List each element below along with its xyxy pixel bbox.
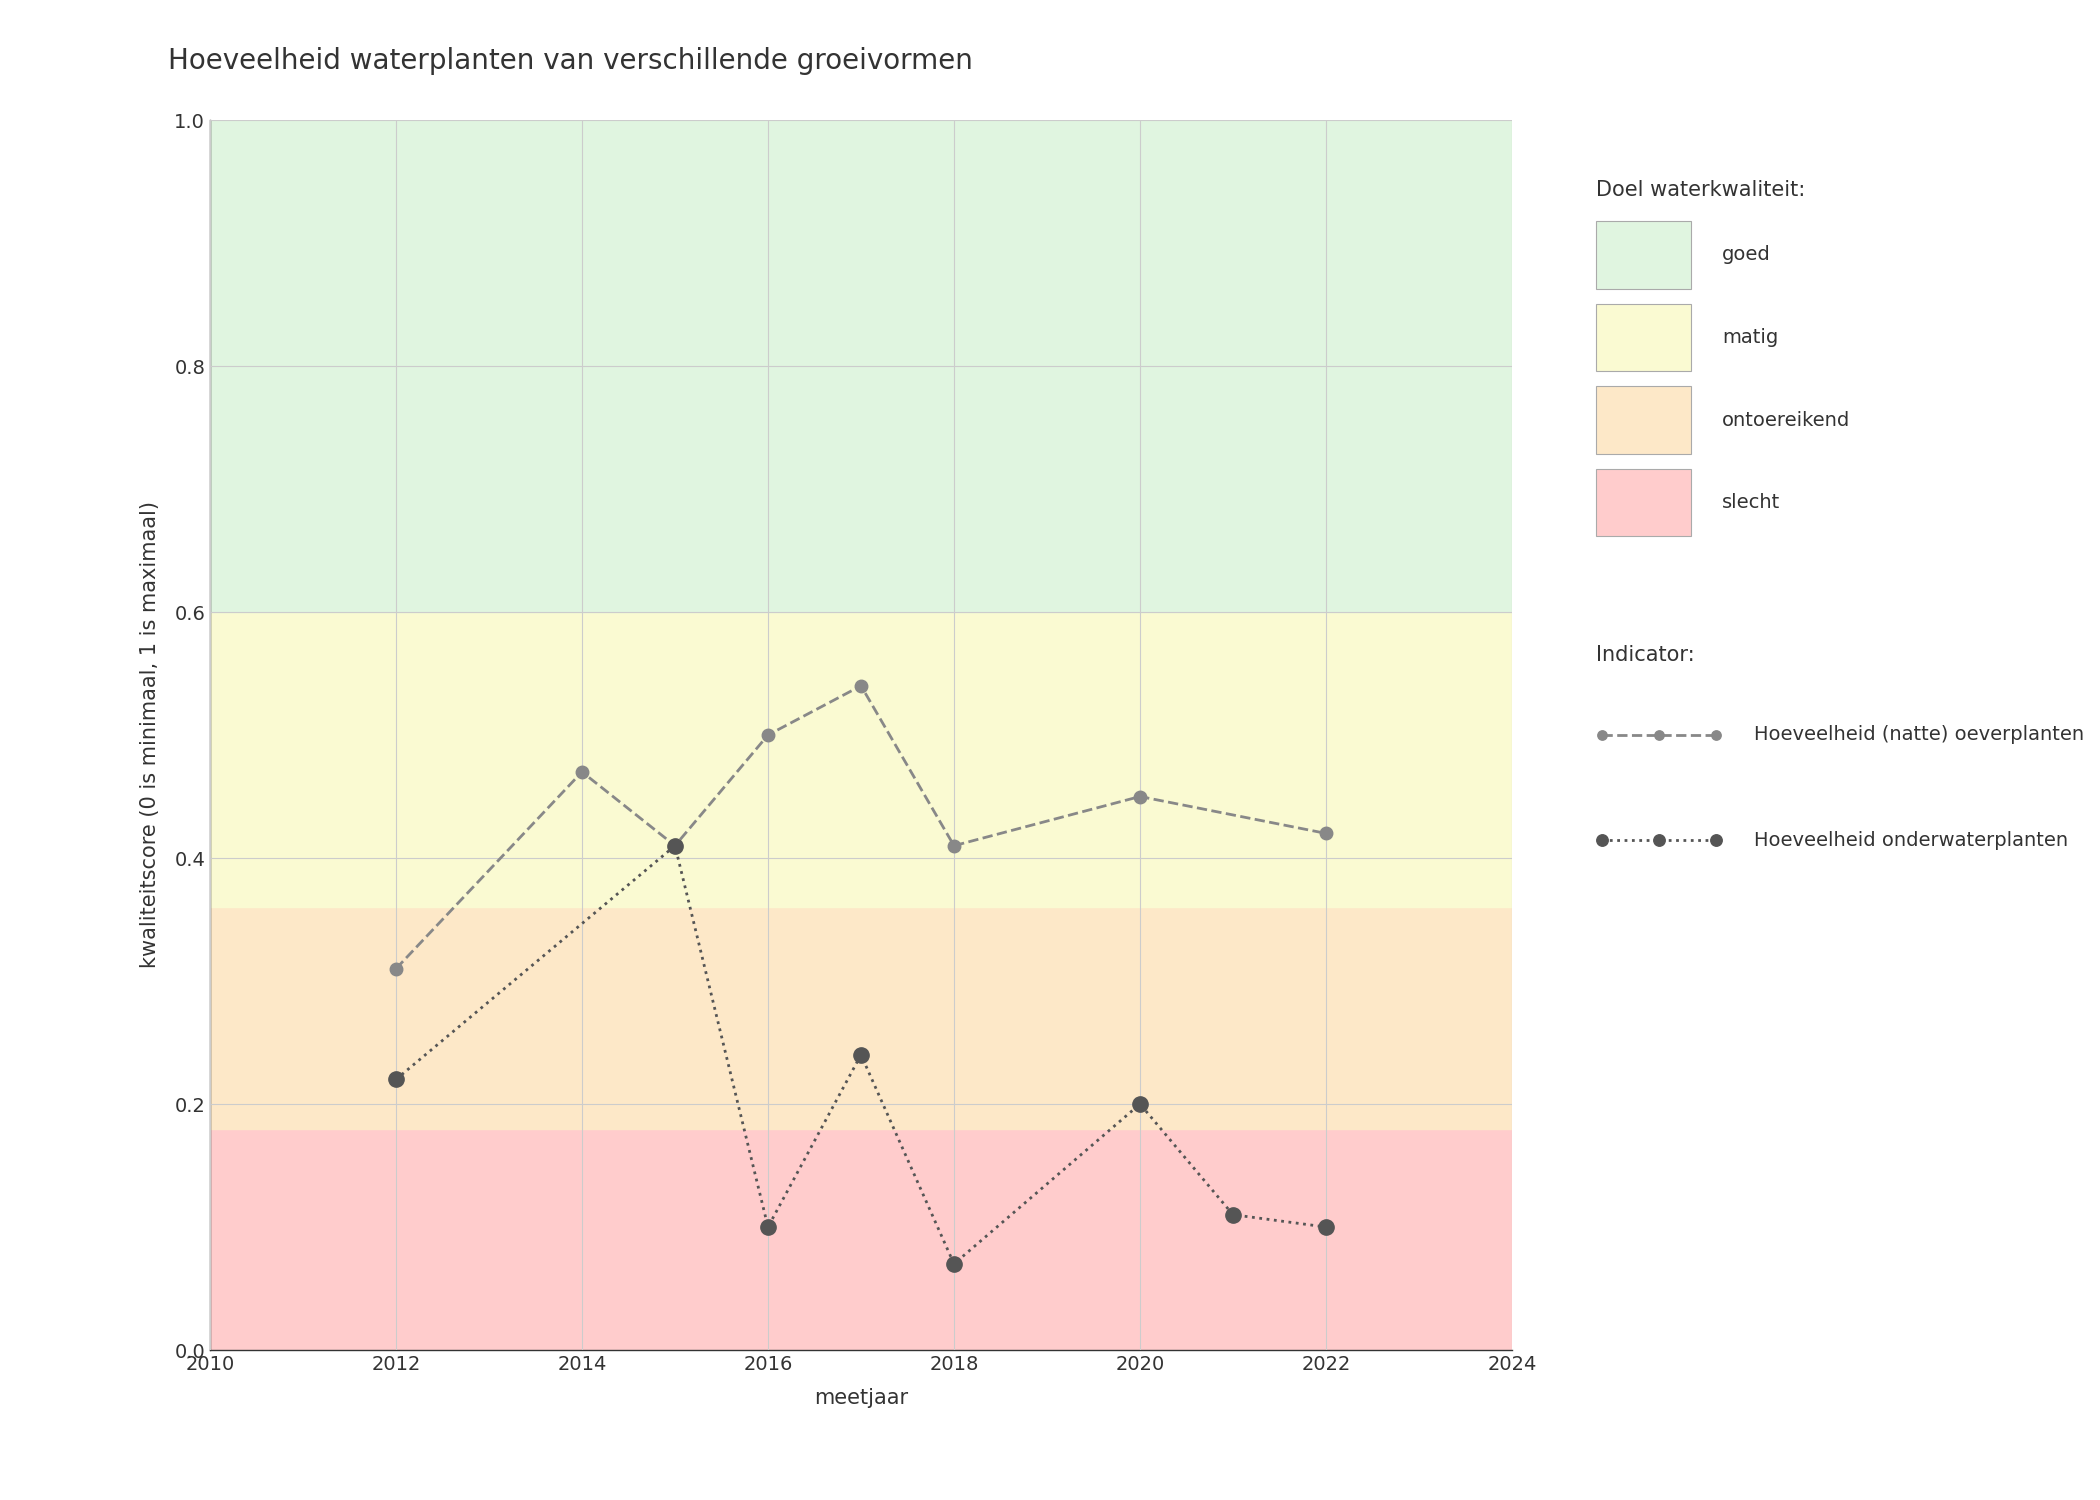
Text: ontoereikend: ontoereikend — [1722, 411, 1850, 429]
Text: Hoeveelheid (natte) oeverplanten: Hoeveelheid (natte) oeverplanten — [1754, 726, 2083, 744]
Y-axis label: kwaliteitscore (0 is minimaal, 1 is maximaal): kwaliteitscore (0 is minimaal, 1 is maxi… — [141, 501, 160, 969]
Text: slecht: slecht — [1722, 494, 1781, 512]
Text: Hoeveelheid onderwaterplanten: Hoeveelheid onderwaterplanten — [1754, 831, 2068, 849]
X-axis label: meetjaar: meetjaar — [815, 1388, 907, 1407]
Bar — [210, 612, 1512, 908]
Text: matig: matig — [1722, 328, 1779, 346]
Text: goed: goed — [1722, 246, 1770, 264]
Bar — [210, 120, 1512, 612]
Bar — [210, 908, 1512, 1128]
Text: Doel waterkwaliteit:: Doel waterkwaliteit: — [1596, 180, 1806, 200]
Text: Hoeveelheid waterplanten van verschillende groeivormen: Hoeveelheid waterplanten van verschillen… — [168, 46, 972, 75]
Text: Indicator:: Indicator: — [1596, 645, 1695, 664]
Bar — [210, 1128, 1512, 1350]
